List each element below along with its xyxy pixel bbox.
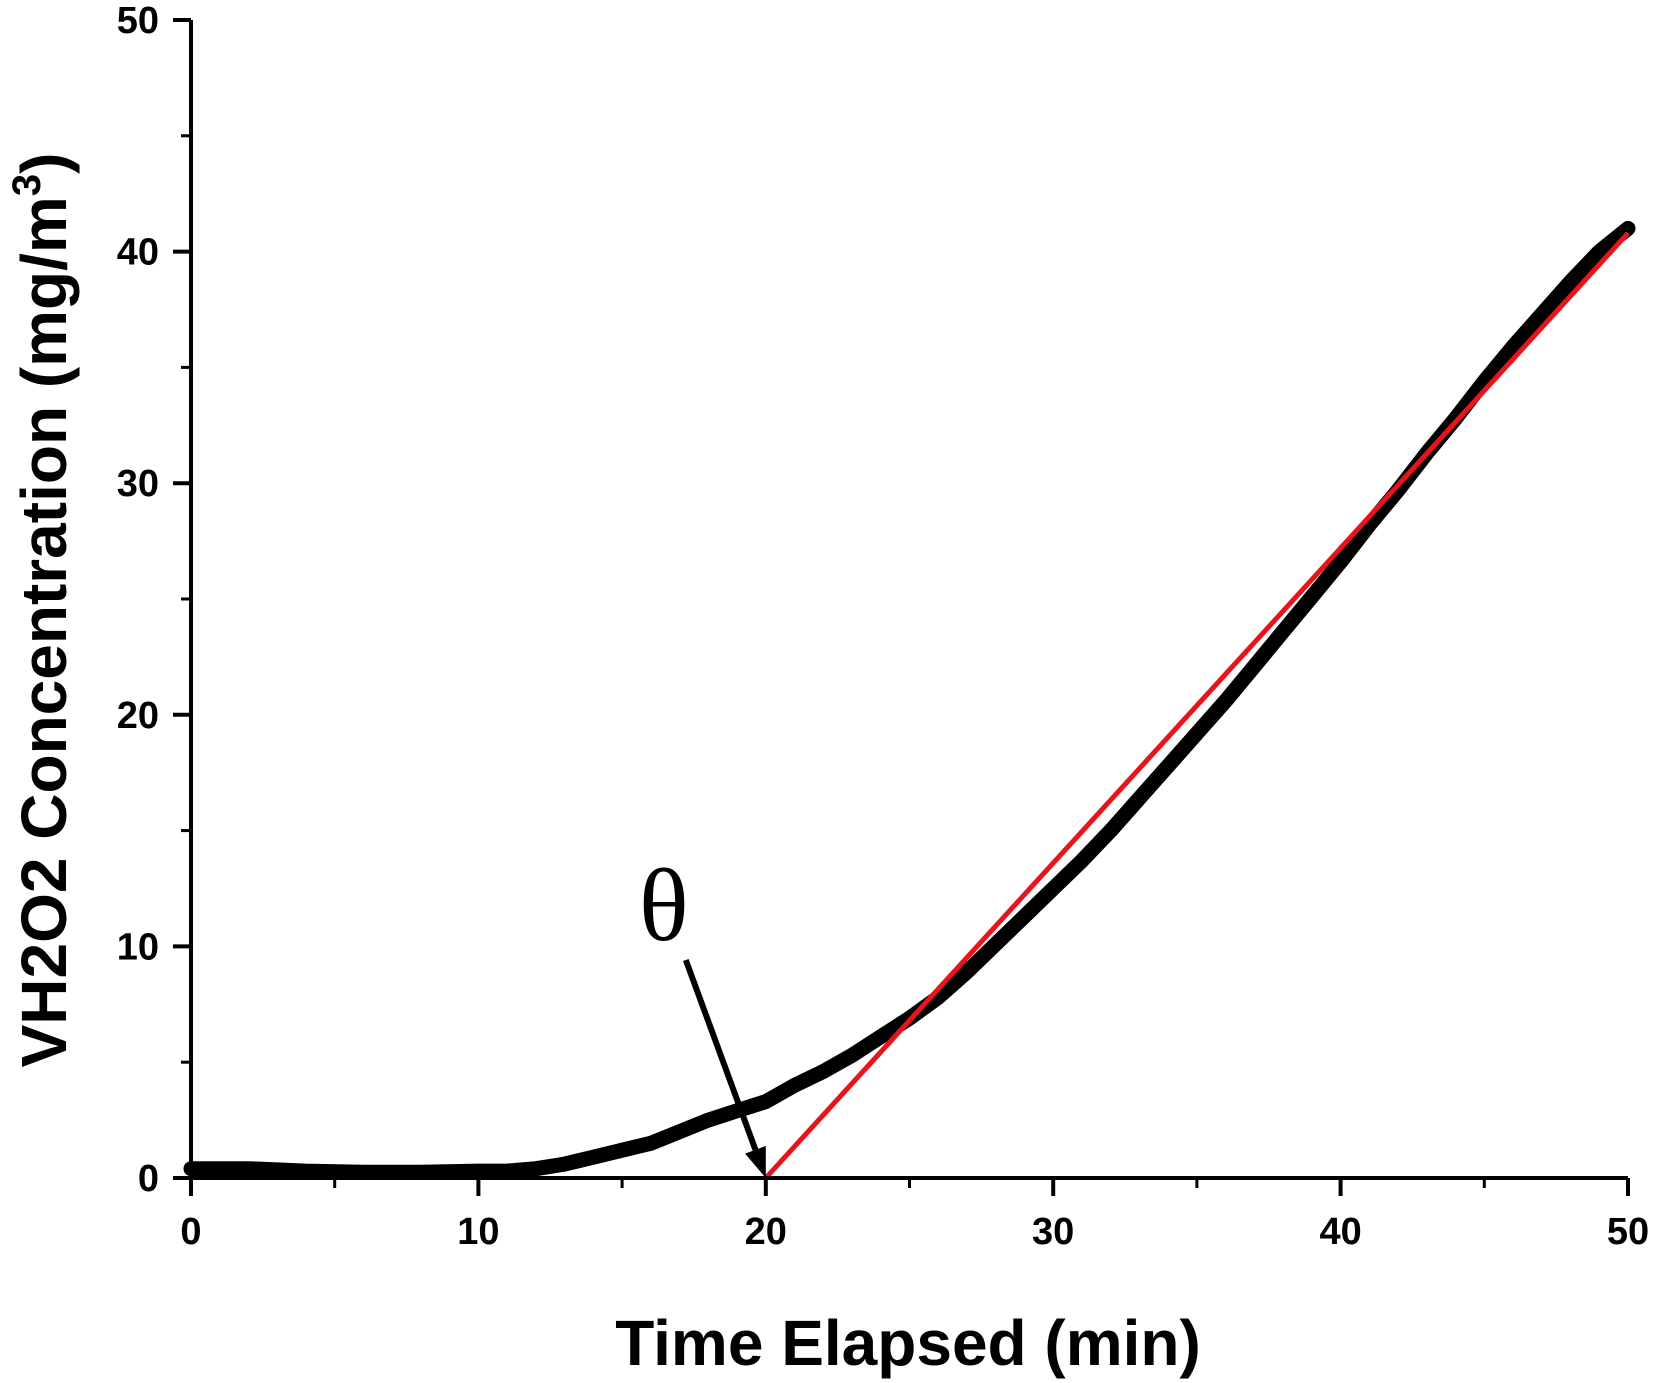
tangent-fit-line xyxy=(763,231,1630,1180)
x-tick-label: 10 xyxy=(457,1211,499,1253)
plot-area xyxy=(183,220,1636,1180)
x-tick-label: 0 xyxy=(180,1211,201,1253)
y-tick-label: 40 xyxy=(117,232,159,274)
y-tick-label: 10 xyxy=(117,926,159,968)
x-tick-label: 20 xyxy=(745,1211,787,1253)
theta-annotation-label: θ xyxy=(639,848,689,963)
y-axis-title-main: VH2O2 Concentration (mg/m xyxy=(8,196,80,1067)
y-tick-label: 30 xyxy=(117,463,159,505)
y-tick-label: 0 xyxy=(138,1158,159,1200)
annotation-arrow-head xyxy=(745,1146,766,1178)
y-axis-title: VH2O2 Concentration (mg/m3) xyxy=(5,153,80,1068)
y-axis-title-superscript: 3 xyxy=(5,174,49,196)
y-axis-title-close: ) xyxy=(8,153,80,174)
measured-series-line xyxy=(183,220,1636,1180)
y-tick-label: 50 xyxy=(117,0,159,42)
annotation-group: θ xyxy=(639,848,766,1178)
x-tick-label: 50 xyxy=(1607,1211,1649,1253)
ticks: 0 10 20 30 40 50 0 10 20 30 40 50 xyxy=(117,0,1649,1253)
y-tick-label: 20 xyxy=(117,695,159,737)
x-tick-label: 30 xyxy=(1032,1211,1074,1253)
axes xyxy=(189,20,1628,1180)
x-axis-title: Time Elapsed (min) xyxy=(615,1307,1201,1379)
annotation-arrow-shaft xyxy=(682,958,759,1151)
x-tick-label: 40 xyxy=(1319,1211,1361,1253)
